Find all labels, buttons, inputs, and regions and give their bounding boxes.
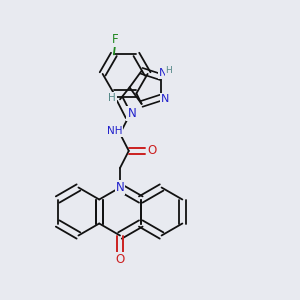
Text: NH: NH bbox=[107, 126, 122, 136]
Text: N: N bbox=[159, 68, 168, 78]
Text: N: N bbox=[161, 94, 170, 104]
Text: N: N bbox=[116, 181, 124, 194]
Text: F: F bbox=[112, 33, 119, 46]
Text: N: N bbox=[128, 107, 136, 120]
Text: H: H bbox=[166, 66, 172, 75]
Text: O: O bbox=[147, 144, 157, 157]
Text: O: O bbox=[116, 253, 124, 266]
Text: H: H bbox=[108, 93, 116, 103]
